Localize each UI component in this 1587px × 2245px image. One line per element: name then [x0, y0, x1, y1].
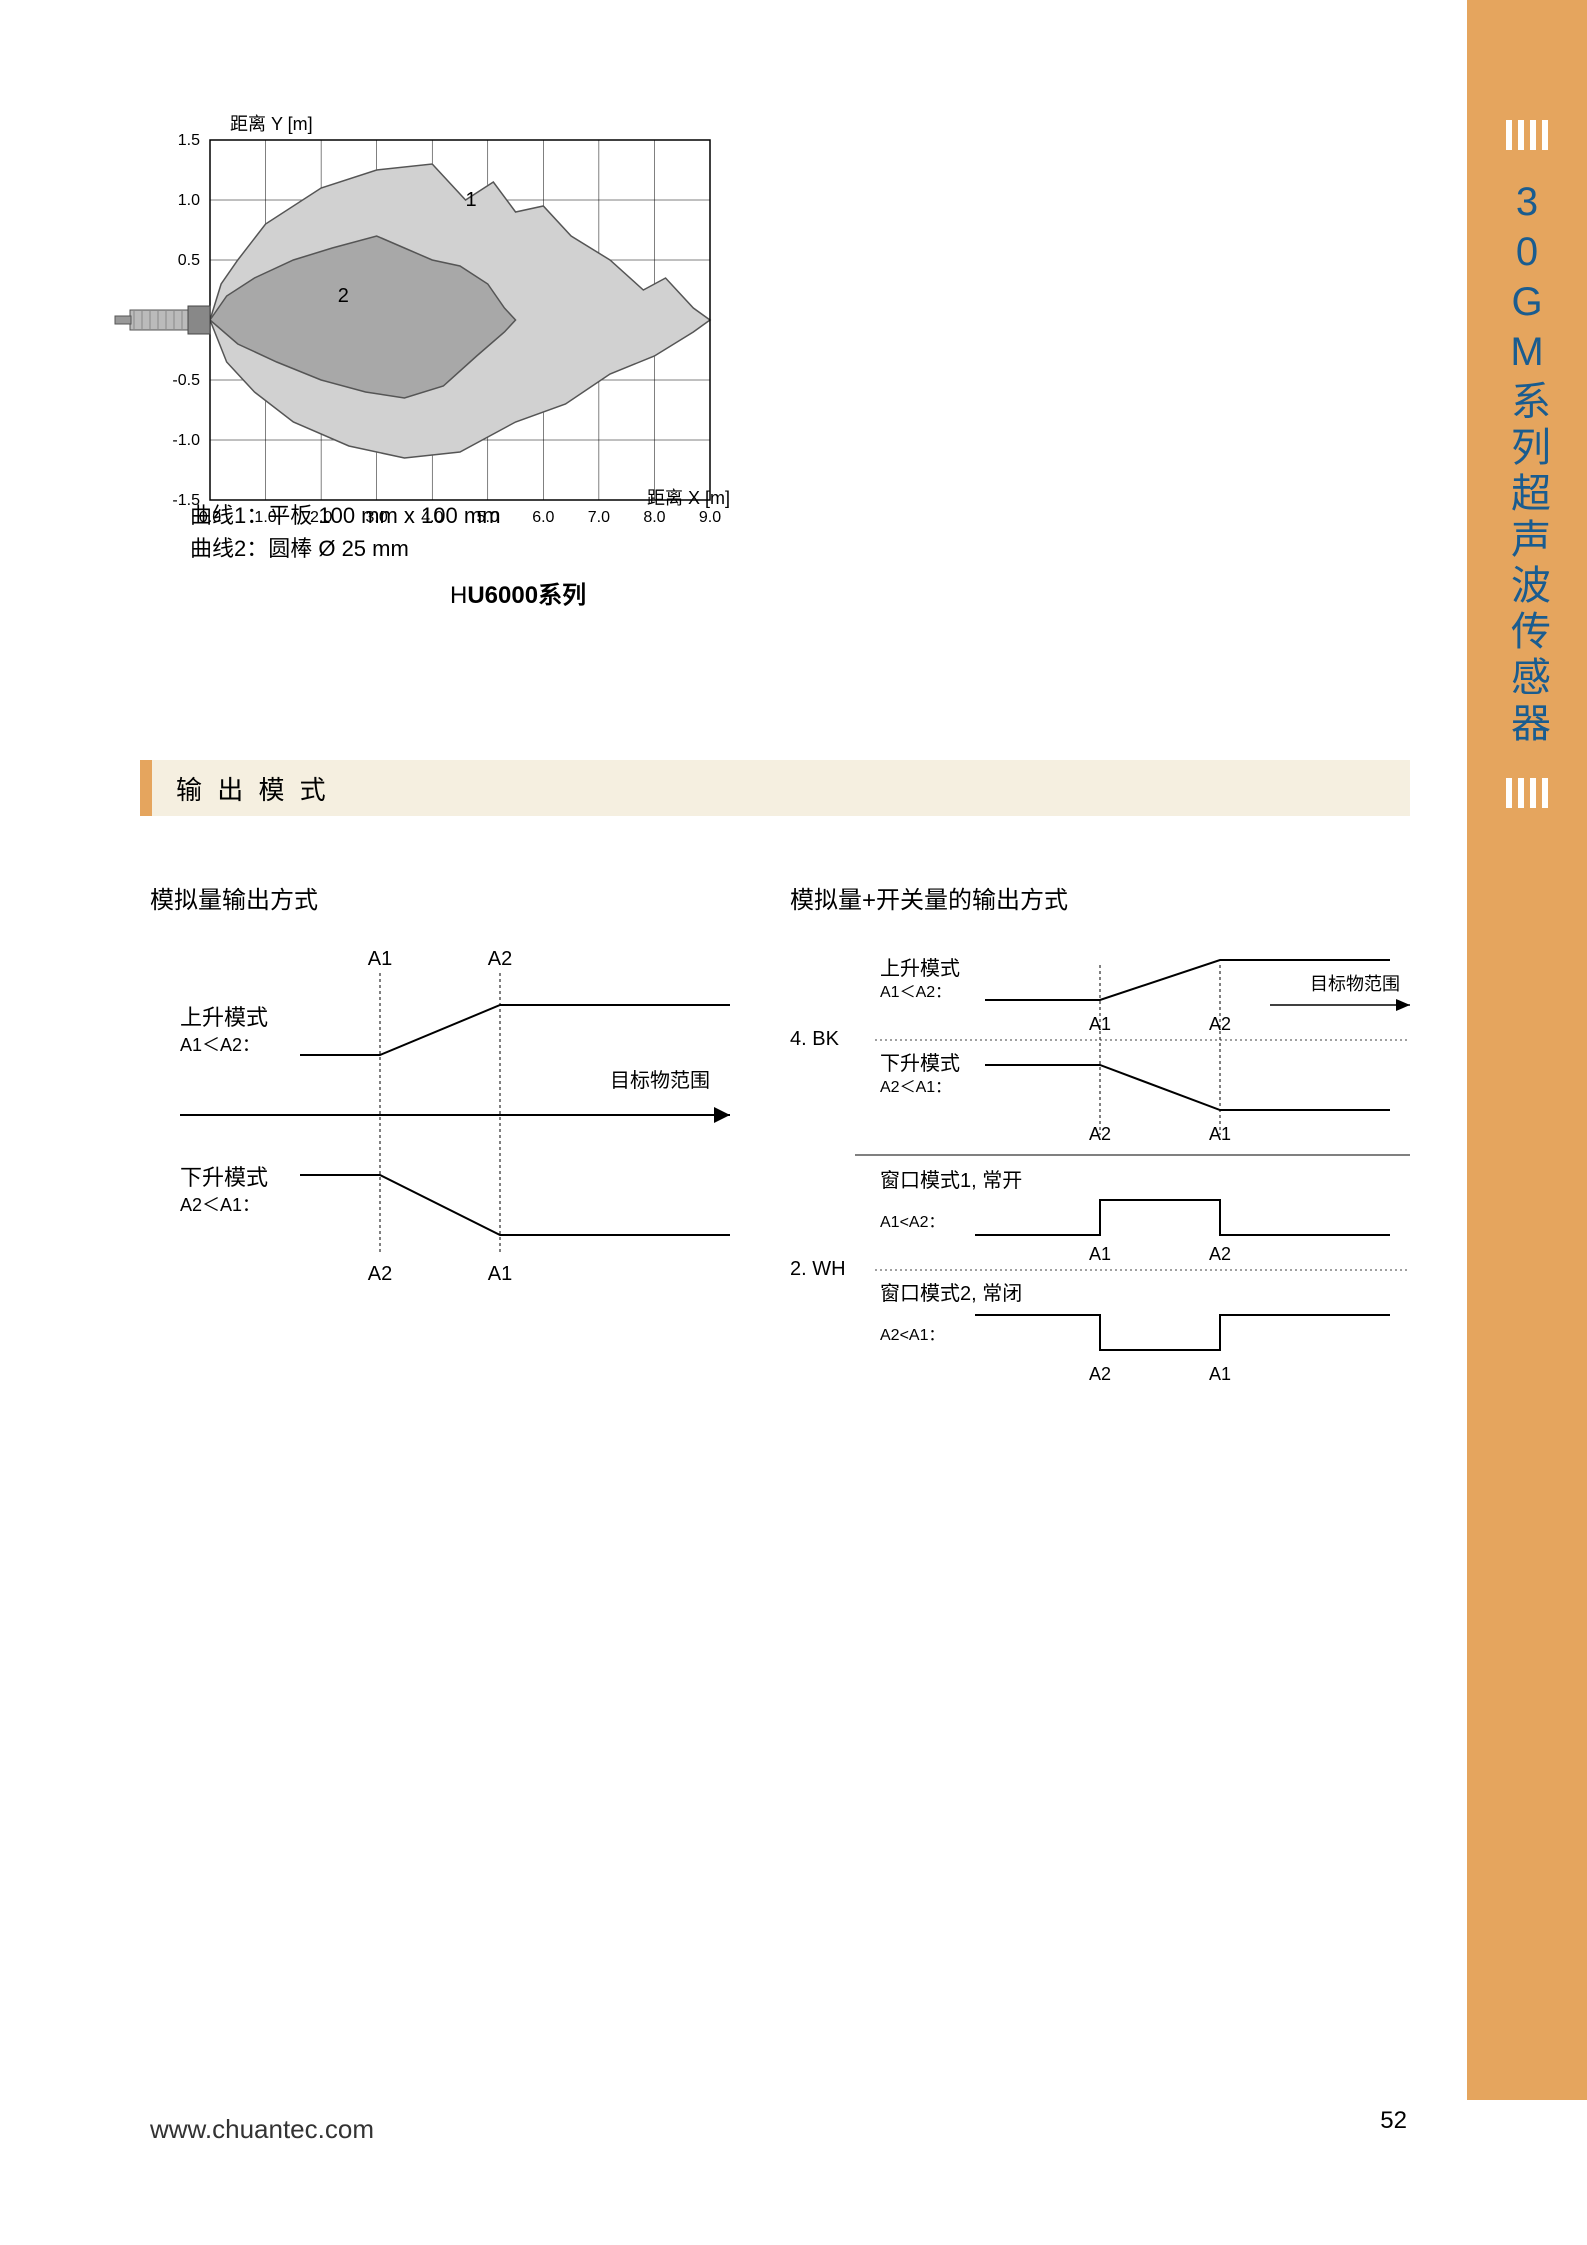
analog-output-diagram: 模拟量输出方式 A1A2上升模式A1＜A2：目标物范围下升模式A2＜A1：A2A…	[150, 880, 750, 1420]
svg-text:A1＜A2：: A1＜A2：	[180, 1035, 260, 1055]
svg-text:A2: A2	[1089, 1364, 1111, 1384]
sidebar-marks-top	[1506, 120, 1548, 150]
svg-text:7.0: 7.0	[588, 509, 610, 526]
svg-text:1: 1	[466, 189, 477, 211]
svg-text:下升模式: 下升模式	[880, 1052, 960, 1075]
svg-text:-1.0: -1.0	[172, 432, 200, 449]
svg-text:1.0: 1.0	[178, 192, 200, 209]
svg-text:6.0: 6.0	[532, 509, 554, 526]
svg-text:窗口模式1, 常开: 窗口模式1, 常开	[880, 1169, 1022, 1192]
sidebar-title: 30GM系列超声波传感器	[1498, 180, 1556, 748]
analog-output-svg: A1 A2 上升模式 A1＜A2： 目标物范围下升模式 A2＜A1： A2 A1	[150, 935, 750, 1295]
svg-text:窗口模式2, 常闭: 窗口模式2, 常闭	[880, 1282, 1022, 1305]
svg-text:1.5: 1.5	[178, 132, 200, 149]
svg-text:4. BK: 4. BK	[790, 1028, 840, 1050]
svg-text:A1: A1	[1209, 1364, 1231, 1384]
chart-legend: 曲线1：平板 100 mm x 100 mm 曲线2：圆棒 Ø 25 mm	[190, 499, 501, 565]
analog-switch-output-svg: 4. BK 上升模式 A1＜A2： A1 A2 目标物范围下升模式 A2＜A1： A2 A1 2.…	[790, 935, 1430, 1415]
svg-text:A1: A1	[368, 948, 392, 970]
svg-text:A2: A2	[368, 1263, 392, 1285]
chart-x-axis-label: 距离 X [m]	[647, 484, 730, 510]
svg-text:A1: A1	[1209, 1124, 1231, 1144]
svg-text:A1: A1	[488, 1263, 512, 1285]
footer-url: www.chuantec.com	[150, 2114, 374, 2145]
svg-text:A1<A2：: A1<A2：	[880, 1214, 945, 1231]
svg-text:-0.5: -0.5	[172, 372, 200, 389]
chart-y-axis-label: 距离 Y [m]	[230, 110, 313, 136]
sidebar-marks-bottom	[1506, 778, 1548, 808]
analog-switch-output-diagram: 模拟量+开关量的输出方式 4. BK 上升模式 A1＜A2： A1 A2 目标物范围下升模…	[790, 880, 1430, 1420]
svg-text:目标物范围: 目标物范围	[610, 1069, 710, 1092]
svg-text:A2: A2	[1089, 1124, 1111, 1144]
analog-output-title: 模拟量输出方式	[150, 880, 750, 915]
footer-page-number: 52	[1380, 2107, 1407, 2135]
analog-switch-output-title: 模拟量+开关量的输出方式	[790, 880, 1430, 915]
sidebar-tab: 30GM系列超声波传感器	[1467, 0, 1587, 2100]
svg-text:A2: A2	[1209, 1014, 1231, 1034]
svg-text:目标物范围: 目标物范围	[1310, 974, 1400, 994]
svg-text:A2＜A1：: A2＜A1：	[880, 1079, 951, 1096]
section-header-output-mode: 输 出 模 式	[140, 760, 1410, 816]
svg-text:2: 2	[338, 285, 349, 307]
section-header-title: 输 出 模 式	[176, 770, 330, 807]
svg-text:A2: A2	[1209, 1244, 1231, 1264]
svg-text:A1: A1	[1089, 1244, 1111, 1264]
svg-text:2. WH: 2. WH	[790, 1258, 846, 1280]
chart-series-title: HU6000系列	[450, 575, 586, 610]
svg-text:0.5: 0.5	[178, 252, 200, 269]
svg-text:上升模式: 上升模式	[880, 957, 960, 980]
beam-chart: 距离 Y [m] 0.01.02.03.04.05.06.07.08.09.01…	[110, 120, 730, 580]
section-header-bar	[140, 760, 152, 816]
svg-text:A2: A2	[488, 948, 512, 970]
svg-text:A1: A1	[1089, 1014, 1111, 1034]
svg-text:9.0: 9.0	[699, 509, 721, 526]
svg-text:8.0: 8.0	[643, 509, 665, 526]
svg-text:上升模式: 上升模式	[180, 1005, 268, 1030]
svg-text:下升模式: 下升模式	[180, 1165, 268, 1190]
svg-text:A2＜A1：: A2＜A1：	[180, 1195, 260, 1215]
svg-text:A2<A1：: A2<A1：	[880, 1327, 945, 1344]
output-mode-diagrams: 模拟量输出方式 A1A2上升模式A1＜A2：目标物范围下升模式A2＜A1：A2A…	[150, 880, 1430, 1420]
legend-line-1: 曲线1：平板 100 mm x 100 mm	[190, 499, 501, 532]
legend-line-2: 曲线2：圆棒 Ø 25 mm	[190, 532, 501, 565]
svg-text:A1＜A2：: A1＜A2：	[880, 984, 951, 1001]
